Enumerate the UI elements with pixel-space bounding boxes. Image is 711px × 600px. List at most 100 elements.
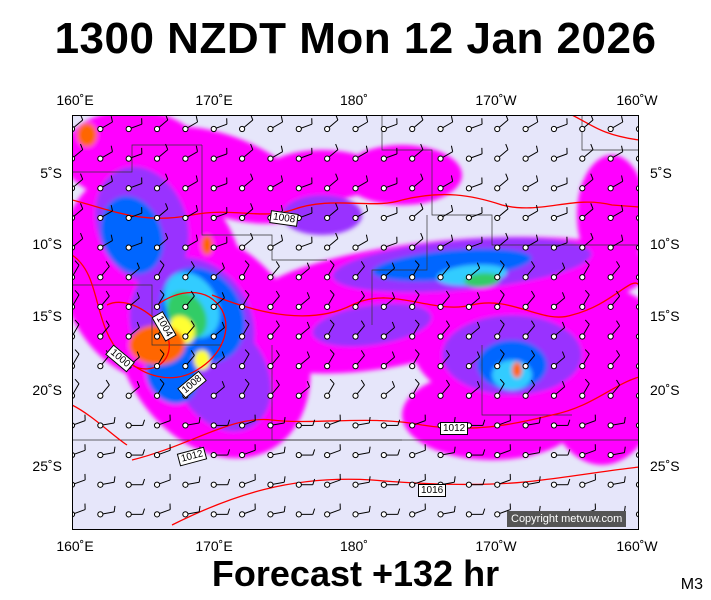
- lat-label-right-25s: 25˚S: [650, 458, 680, 474]
- wind-barb: [437, 320, 450, 340]
- rain-green: [464, 272, 500, 288]
- wind-barb: [267, 290, 280, 310]
- wind-barb: [267, 234, 284, 251]
- wind-barb: [380, 351, 396, 370]
- lat-label-left-15s: 15˚S: [32, 308, 62, 324]
- wind-barb: [465, 381, 481, 399]
- wind-barb: [182, 261, 195, 281]
- wind-barb: [579, 473, 596, 488]
- wind-barb: [494, 414, 511, 429]
- lat-label-left-10s: 10˚S: [32, 236, 62, 252]
- wind-barb: [125, 321, 140, 340]
- wind-barb: [494, 319, 505, 340]
- wind-barb: [352, 175, 369, 192]
- wind-barb: [153, 378, 165, 399]
- wind-barb: [324, 143, 339, 162]
- wind-barb: [97, 145, 113, 162]
- wind-barb: [409, 349, 420, 370]
- wind-barb: [97, 234, 113, 251]
- wind-barb: [239, 260, 250, 281]
- wind-barb: [352, 204, 369, 222]
- wind-barb: [494, 349, 505, 370]
- wind-barb: [267, 145, 284, 162]
- rain-light: [262, 150, 382, 200]
- rain-yellow: [194, 350, 210, 370]
- rain-intense: [512, 362, 522, 378]
- wind-barb: [579, 378, 590, 399]
- rain-moderate: [282, 195, 362, 235]
- wind-barb: [324, 503, 341, 518]
- wind-barb: [324, 444, 341, 459]
- wind-barb: [97, 505, 116, 518]
- wind-barb: [125, 419, 146, 429]
- wind-barb: [125, 207, 143, 222]
- wind-barb: [579, 173, 594, 192]
- wind-barb: [380, 207, 398, 222]
- wind-barb: [522, 261, 536, 281]
- wind-barb: [380, 147, 398, 162]
- wind-barb: [607, 350, 621, 370]
- wind-barb: [522, 476, 541, 488]
- wind-barb: [125, 236, 143, 251]
- wind-barb: [579, 232, 594, 251]
- wind-barb: [324, 414, 341, 429]
- wind-barb: [494, 143, 509, 162]
- wind-barb: [210, 118, 228, 133]
- wind-barb: [494, 378, 505, 399]
- wind-barb: [72, 473, 86, 488]
- wind-barb: [494, 503, 511, 518]
- wind-barb: [125, 177, 143, 192]
- wind-barb: [239, 232, 254, 251]
- wind-barb: [579, 289, 590, 310]
- wind-barb: [239, 203, 254, 222]
- wind-barb: [409, 289, 420, 310]
- wind-barb: [494, 173, 509, 192]
- wind-barb: [295, 262, 310, 281]
- wind-barb: [182, 476, 201, 488]
- wind-barb: [409, 143, 424, 162]
- wind-barb: [239, 414, 256, 429]
- wind-barb: [125, 147, 143, 162]
- wind-barb: [607, 320, 621, 340]
- wind-barb: [352, 290, 365, 310]
- wind-barb: [267, 416, 286, 429]
- wind-barb: [210, 508, 231, 518]
- wind-barb: [153, 173, 169, 192]
- wind-barb: [324, 232, 339, 251]
- wind-barb: [97, 204, 113, 222]
- wind-barb: [437, 379, 450, 399]
- lat-label-right-10s: 10˚S: [650, 236, 680, 252]
- wind-barb: [437, 116, 454, 133]
- wind-barb: [409, 203, 424, 222]
- wind-barb: [295, 381, 310, 399]
- wind-barb: [607, 234, 624, 251]
- wind-barb: [97, 290, 110, 310]
- wind-barb: [352, 350, 365, 370]
- wind-barb: [239, 503, 256, 518]
- wind-barb: [182, 116, 199, 133]
- wind-barb: [210, 292, 225, 310]
- wind-barb: [579, 349, 590, 370]
- wind-barb: [125, 508, 146, 518]
- wind-barb: [125, 381, 140, 399]
- wind-barb: [550, 381, 566, 399]
- wind-barb: [494, 444, 511, 459]
- wind-barb: [182, 234, 199, 251]
- wind-barb: [267, 116, 284, 133]
- wind-barb: [437, 446, 456, 459]
- wind-barb: [295, 321, 310, 340]
- wind-barb: [352, 261, 365, 281]
- wind-barb: [409, 319, 420, 340]
- forecast-map: [72, 115, 639, 530]
- wind-barb: [352, 379, 365, 399]
- map-frame: [72, 115, 639, 530]
- wind-barb: [380, 381, 396, 399]
- forecast-hour: Forecast +132 hr: [211, 553, 500, 594]
- wind-barb: [437, 234, 454, 251]
- wind-barb: [210, 381, 225, 399]
- wind-barb: [210, 207, 228, 222]
- wind-barb: [579, 414, 596, 429]
- wind-barb: [267, 446, 286, 459]
- wind-barb: [97, 116, 113, 133]
- lon-label-top-180: 180˚: [339, 92, 369, 108]
